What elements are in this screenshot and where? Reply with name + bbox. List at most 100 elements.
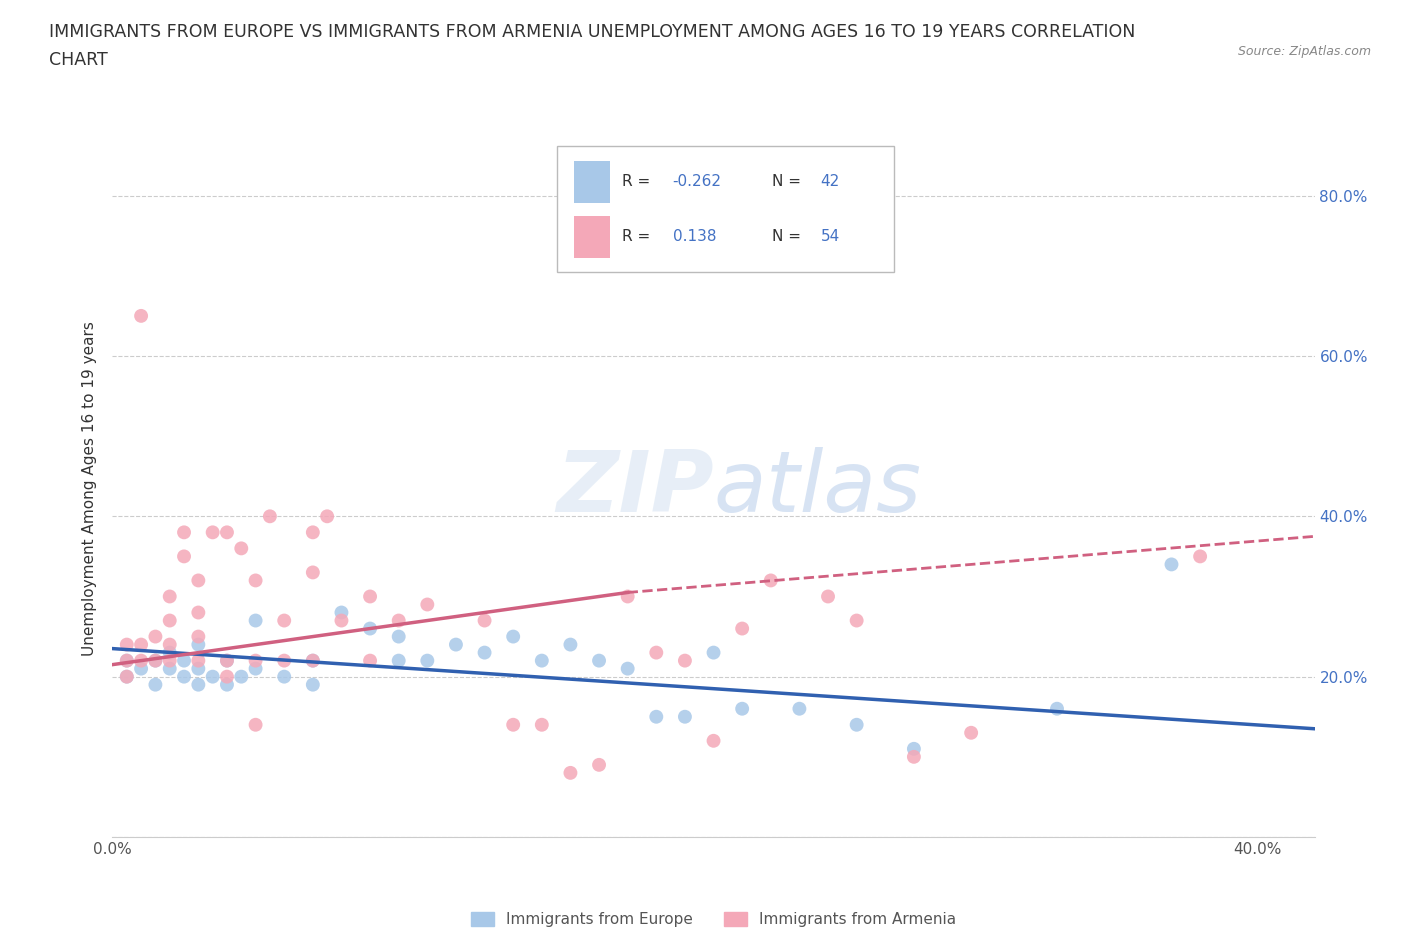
Point bbox=[330, 605, 353, 620]
Point bbox=[159, 613, 181, 628]
Text: 0.138: 0.138 bbox=[672, 230, 716, 245]
Point bbox=[301, 525, 323, 539]
Point bbox=[215, 653, 238, 668]
Point bbox=[673, 710, 696, 724]
Point bbox=[1160, 557, 1182, 572]
Point bbox=[245, 717, 267, 732]
Point bbox=[159, 661, 181, 676]
Point bbox=[845, 613, 868, 628]
Text: ZIP: ZIP bbox=[555, 446, 713, 530]
Text: N =: N = bbox=[772, 230, 806, 245]
Point bbox=[530, 653, 553, 668]
Point bbox=[1189, 549, 1212, 564]
Point bbox=[731, 621, 754, 636]
Point bbox=[301, 653, 323, 668]
Point bbox=[115, 653, 138, 668]
Point bbox=[159, 637, 181, 652]
Point bbox=[301, 677, 323, 692]
Point bbox=[129, 661, 152, 676]
Text: atlas: atlas bbox=[713, 446, 921, 530]
Point bbox=[115, 653, 138, 668]
Point bbox=[588, 757, 610, 772]
Point bbox=[273, 653, 295, 668]
Point bbox=[187, 637, 209, 652]
Point bbox=[359, 589, 381, 604]
Point bbox=[129, 637, 152, 652]
Point bbox=[259, 509, 281, 524]
Point bbox=[115, 670, 138, 684]
Point bbox=[187, 605, 209, 620]
Point bbox=[115, 637, 138, 652]
Point bbox=[903, 750, 925, 764]
Text: R =: R = bbox=[623, 174, 655, 189]
Point bbox=[129, 653, 152, 668]
Point bbox=[702, 734, 725, 749]
Point bbox=[616, 661, 638, 676]
Point bbox=[359, 653, 381, 668]
Point bbox=[145, 653, 167, 668]
Point bbox=[201, 670, 224, 684]
Point bbox=[416, 597, 439, 612]
Point bbox=[215, 525, 238, 539]
Point bbox=[273, 613, 295, 628]
Point bbox=[145, 653, 167, 668]
Point bbox=[645, 645, 668, 660]
Point bbox=[129, 309, 152, 324]
Point bbox=[789, 701, 811, 716]
Text: Source: ZipAtlas.com: Source: ZipAtlas.com bbox=[1237, 45, 1371, 58]
Point bbox=[1046, 701, 1069, 716]
Point bbox=[187, 661, 209, 676]
Point bbox=[817, 589, 839, 604]
FancyBboxPatch shape bbox=[557, 147, 894, 272]
Point bbox=[215, 653, 238, 668]
Point bbox=[702, 645, 725, 660]
Point bbox=[145, 629, 167, 644]
Point bbox=[173, 525, 195, 539]
Point bbox=[245, 653, 267, 668]
Text: N =: N = bbox=[772, 174, 806, 189]
Bar bbox=[574, 161, 610, 203]
Point bbox=[245, 661, 267, 676]
Point bbox=[903, 741, 925, 756]
Point bbox=[502, 717, 524, 732]
Point bbox=[560, 765, 582, 780]
Point bbox=[560, 637, 582, 652]
Point bbox=[474, 645, 496, 660]
Point bbox=[474, 613, 496, 628]
Point bbox=[731, 701, 754, 716]
Point bbox=[960, 725, 983, 740]
Text: CHART: CHART bbox=[49, 51, 108, 69]
Text: IMMIGRANTS FROM EUROPE VS IMMIGRANTS FROM ARMENIA UNEMPLOYMENT AMONG AGES 16 TO : IMMIGRANTS FROM EUROPE VS IMMIGRANTS FRO… bbox=[49, 23, 1136, 41]
Point bbox=[145, 677, 167, 692]
Point bbox=[301, 565, 323, 580]
Text: R =: R = bbox=[623, 230, 655, 245]
Point bbox=[187, 573, 209, 588]
Point bbox=[231, 670, 253, 684]
Point bbox=[187, 677, 209, 692]
Point bbox=[388, 653, 411, 668]
Point bbox=[173, 653, 195, 668]
Point bbox=[444, 637, 467, 652]
Y-axis label: Unemployment Among Ages 16 to 19 years: Unemployment Among Ages 16 to 19 years bbox=[82, 321, 97, 656]
Point bbox=[388, 629, 411, 644]
Text: -0.262: -0.262 bbox=[672, 174, 721, 189]
Point bbox=[845, 717, 868, 732]
Point bbox=[115, 670, 138, 684]
Point bbox=[173, 549, 195, 564]
Point bbox=[330, 613, 353, 628]
Point bbox=[273, 670, 295, 684]
Point bbox=[187, 653, 209, 668]
Point bbox=[416, 653, 439, 668]
Point bbox=[245, 573, 267, 588]
Point bbox=[388, 613, 411, 628]
Text: 54: 54 bbox=[821, 230, 839, 245]
Point bbox=[159, 645, 181, 660]
Point bbox=[201, 525, 224, 539]
Point bbox=[530, 717, 553, 732]
Point bbox=[173, 670, 195, 684]
Point bbox=[645, 710, 668, 724]
Point bbox=[359, 621, 381, 636]
Point bbox=[301, 653, 323, 668]
Text: 42: 42 bbox=[821, 174, 839, 189]
Point bbox=[588, 653, 610, 668]
